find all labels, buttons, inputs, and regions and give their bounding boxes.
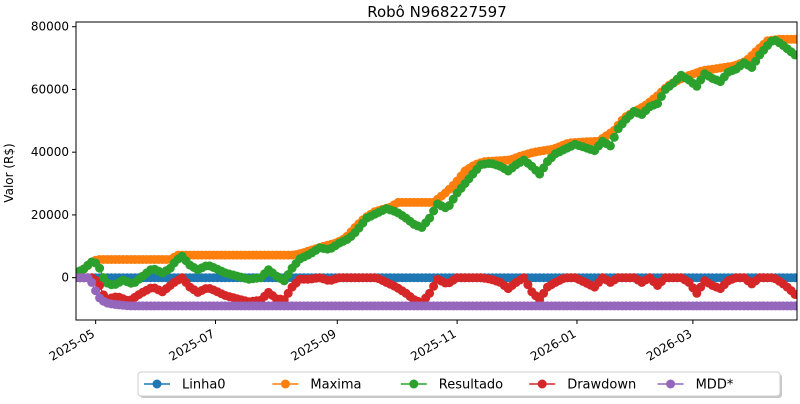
data-point (790, 290, 797, 299)
y-tick-label: 40000 (31, 145, 69, 159)
data-point (790, 273, 797, 283)
legend-marker (409, 379, 419, 389)
series-layer (76, 34, 797, 311)
y-axis-ticks: 0 20000 40000 60000 80000 (31, 20, 76, 285)
legend-item: MDD* (657, 378, 734, 393)
data-point (790, 50, 797, 60)
data-point (609, 132, 619, 142)
legend-label: Linha0 (182, 378, 226, 393)
data-point (95, 263, 105, 273)
y-tick-label: 80000 (31, 20, 69, 34)
x-tick-label: 2025-09 (288, 326, 338, 363)
data-point (656, 92, 666, 101)
series-mdd (76, 273, 797, 311)
axes-frame (75, 21, 798, 321)
series-maxima (76, 34, 797, 283)
legend-item: Resultado (400, 378, 503, 393)
y-tick-label: 20000 (31, 208, 69, 222)
legend-marker (537, 379, 547, 389)
data-point (790, 301, 797, 311)
data-point (425, 288, 435, 298)
legend-label: MDD* (696, 378, 734, 393)
legend-item: Linha0 (144, 378, 226, 393)
legend: Linha0 Maxima Resultado Drawdown MDD* (137, 371, 782, 398)
data-point (790, 34, 797, 44)
data-point (91, 286, 101, 296)
legend-marker (666, 379, 676, 389)
legend-marker (152, 379, 162, 389)
legend-item: Drawdown (529, 378, 636, 393)
data-point (653, 99, 662, 109)
y-tick-label: 0 (61, 271, 69, 285)
legend-item: Maxima (272, 378, 362, 393)
chart-title: Robô N968227597 (367, 3, 507, 21)
x-tick-label: 2026-01 (528, 326, 578, 363)
legend-label: Drawdown (567, 378, 636, 393)
data-point (429, 206, 439, 216)
legend-label: Maxima (310, 378, 361, 393)
series-drawdown (76, 273, 797, 308)
data-point (605, 141, 615, 151)
data-point (519, 273, 529, 283)
legend-label: Resultado (439, 378, 503, 393)
data-point (523, 280, 533, 290)
x-tick-label: 2025-11 (408, 326, 458, 363)
y-axis-label: Valor (R$) (2, 143, 16, 202)
y-tick-label: 60000 (31, 82, 69, 96)
legend-marker (280, 379, 290, 389)
data-point (429, 281, 439, 291)
data-point (87, 277, 97, 287)
x-axis-ticks: 2025-05 2025-07 2025-09 2025-11 2026-01 2026-… (47, 320, 694, 364)
legend-box (137, 371, 781, 397)
x-tick-label: 2025-05 (47, 326, 97, 363)
x-tick-label: 2026-03 (644, 326, 694, 363)
data-point (425, 213, 435, 223)
x-tick-label: 2025-07 (167, 326, 217, 363)
